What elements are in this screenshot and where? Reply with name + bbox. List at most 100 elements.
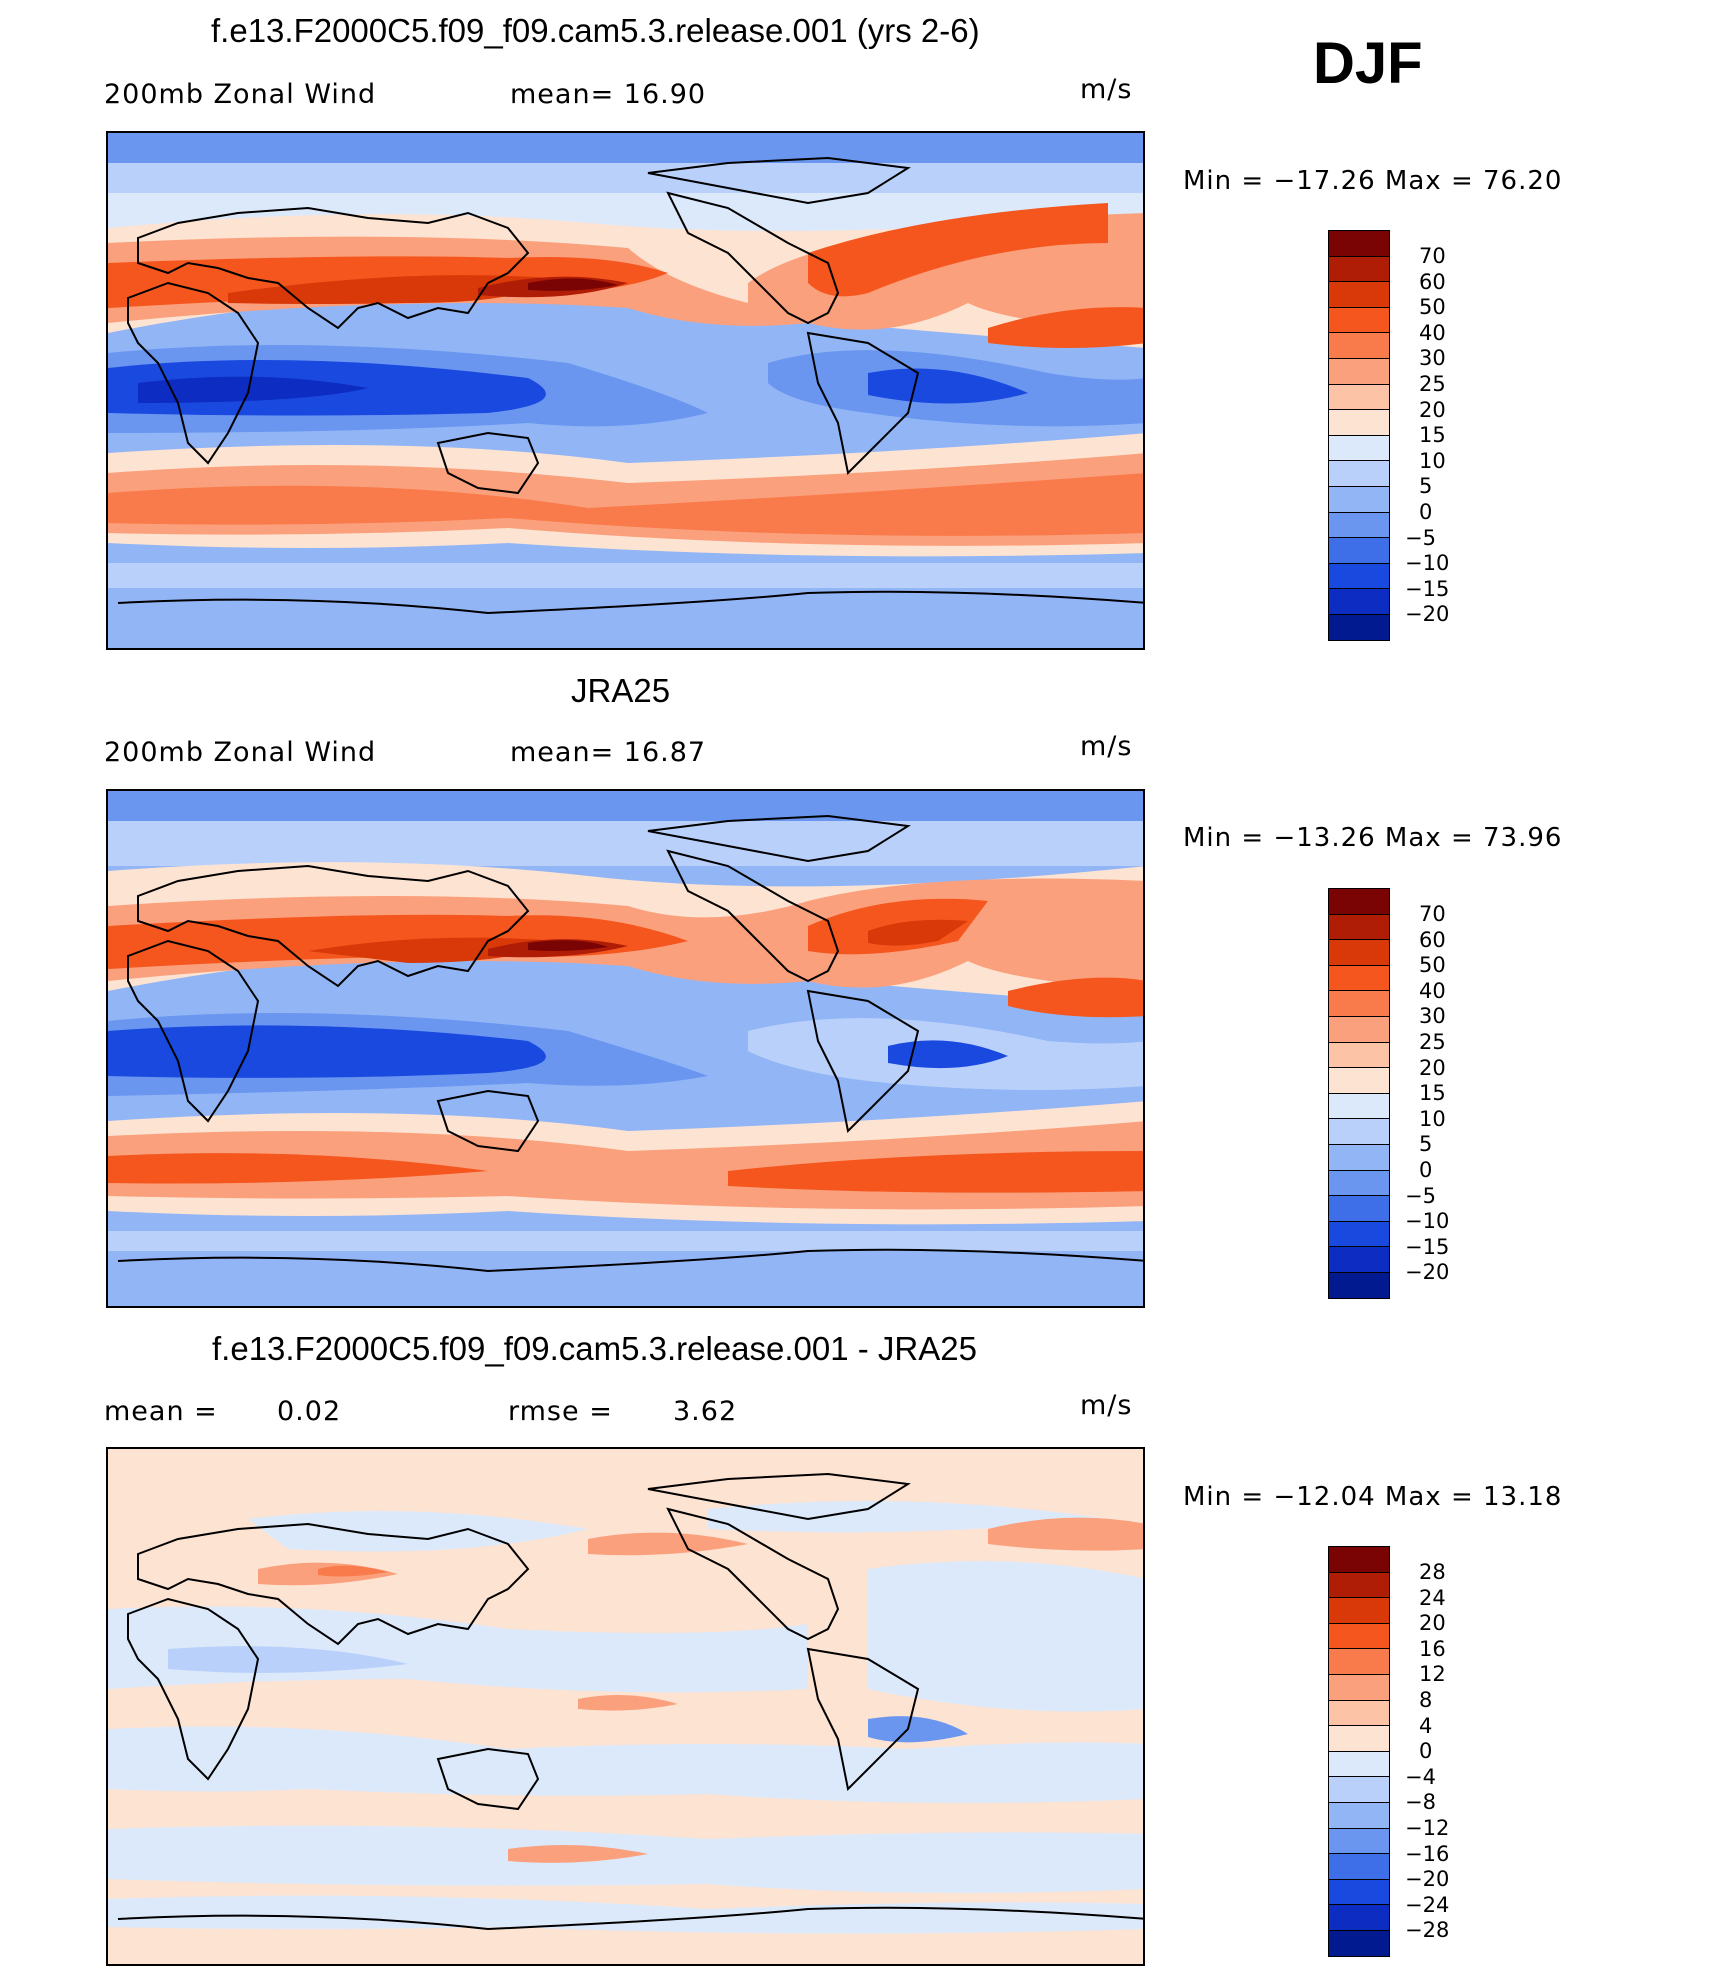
- colorbar-swatch: [1328, 255, 1390, 282]
- colorbar-swatch: [1328, 332, 1390, 358]
- colorbar-tick-label: 20: [1419, 1611, 1446, 1636]
- panel1-units: m/s: [1080, 74, 1133, 105]
- colorbar-tick-label: −28: [1405, 1918, 1450, 1943]
- colorbar-swatch: [1328, 1827, 1390, 1854]
- colorbar-swatch: [1328, 1041, 1390, 1068]
- colorbar-swatch: [1328, 1725, 1390, 1751]
- colorbar-tick-label: 20: [1419, 397, 1446, 422]
- colorbar-swatch: [1328, 1143, 1390, 1170]
- colorbar-tick-label: −15: [1405, 1234, 1450, 1259]
- colorbar-tick-label: 24: [1419, 1585, 1446, 1610]
- colorbar-swatch: [1328, 460, 1390, 486]
- colorbar-tick-label: −5: [1405, 525, 1436, 550]
- panel1-colorbar: [1328, 230, 1390, 641]
- panel2-units: m/s: [1080, 731, 1133, 762]
- season-label: DJF: [1313, 31, 1423, 96]
- colorbar-swatch: [1328, 1904, 1390, 1930]
- colorbar-swatch: [1328, 1699, 1390, 1726]
- panel2-variable-label: 200mb Zonal Wind: [104, 737, 377, 768]
- panel3-map: [106, 1447, 1145, 1966]
- panel2-colorbar: [1328, 888, 1390, 1299]
- colorbar-swatch: [1328, 357, 1390, 384]
- colorbar-tick-label: 28: [1419, 1560, 1446, 1584]
- colorbar-tick-label: 0: [1419, 500, 1433, 524]
- colorbar-tick-label: 0: [1419, 1739, 1433, 1764]
- colorbar-tick-label: 25: [1419, 372, 1446, 396]
- colorbar-tick-label: 15: [1419, 1081, 1446, 1106]
- colorbar-swatch: [1328, 1648, 1390, 1674]
- colorbar-tick-label: −16: [1405, 1841, 1450, 1866]
- colorbar-swatch: [1328, 1597, 1390, 1623]
- panel1-title: f.e13.F2000C5.f09_f09.cam5.3.release.001…: [211, 12, 980, 49]
- panel1-variable-label: 200mb Zonal Wind: [104, 79, 377, 110]
- colorbar-tick-label: 12: [1419, 1662, 1446, 1687]
- colorbar-swatch: [1328, 434, 1390, 461]
- panel3-rmse-label: rmse =: [508, 1396, 613, 1427]
- colorbar-tick-label: 8: [1419, 1688, 1433, 1712]
- colorbar-swatch: [1328, 383, 1390, 410]
- colorbar-swatch: [1328, 1878, 1390, 1905]
- colorbar-swatch: [1328, 230, 1390, 256]
- colorbar-swatch: [1328, 1853, 1390, 1879]
- colorbar-swatch: [1328, 511, 1390, 538]
- panel1-map: [106, 131, 1145, 650]
- colorbar-swatch: [1328, 485, 1390, 512]
- colorbar-tick-label: 10: [1419, 1106, 1446, 1131]
- panel3-minmax: Min = −12.04 Max = 13.18: [1183, 1482, 1563, 1512]
- colorbar-tick-label: 5: [1419, 1132, 1433, 1157]
- colorbar-tick-label: −20: [1405, 1260, 1450, 1285]
- panel1-mean-label: mean= 16.90: [510, 79, 707, 110]
- panel1-minmax: Min = −17.26 Max = 76.20: [1183, 166, 1563, 196]
- colorbar-tick-label: −20: [1405, 602, 1450, 627]
- colorbar-tick-label: −12: [1405, 1816, 1450, 1840]
- colorbar-tick-label: 20: [1419, 1055, 1446, 1080]
- colorbar-swatch: [1328, 939, 1390, 965]
- colorbar-tick-label: 5: [1419, 474, 1433, 499]
- panel2-minmax: Min = −13.26 Max = 73.96: [1183, 823, 1563, 853]
- colorbar-tick-label: 30: [1419, 1004, 1446, 1029]
- panel3-units: m/s: [1080, 1390, 1133, 1421]
- colorbar-swatch: [1328, 1801, 1390, 1828]
- panel3-mean-value: 0.02: [277, 1396, 342, 1427]
- colorbar-swatch: [1328, 1929, 1390, 1957]
- colorbar-swatch: [1328, 613, 1390, 641]
- colorbar-tick-label: 10: [1419, 448, 1446, 473]
- colorbar-swatch: [1328, 1195, 1390, 1221]
- colorbar-swatch: [1328, 1673, 1390, 1700]
- colorbar-swatch: [1328, 990, 1390, 1016]
- colorbar-tick-label: 70: [1419, 244, 1446, 268]
- panel3-rmse-value: 3.62: [673, 1396, 738, 1427]
- colorbar-tick-label: 40: [1419, 320, 1446, 345]
- colorbar-swatch: [1328, 1220, 1390, 1247]
- colorbar-tick-label: −24: [1405, 1892, 1450, 1917]
- colorbar-swatch: [1328, 1776, 1390, 1802]
- colorbar-tick-label: 4: [1419, 1713, 1433, 1738]
- colorbar-swatch: [1328, 1015, 1390, 1042]
- colorbar-swatch: [1328, 306, 1390, 333]
- colorbar-tick-label: −15: [1405, 576, 1450, 601]
- colorbar-tick-label: 15: [1419, 423, 1446, 448]
- colorbar-swatch: [1328, 1118, 1390, 1144]
- panel2-map: [106, 789, 1145, 1308]
- panel3-colorbar: [1328, 1546, 1390, 1957]
- colorbar-swatch: [1328, 409, 1390, 435]
- colorbar-tick-label: 40: [1419, 978, 1446, 1003]
- panel2-mean-label: mean= 16.87: [510, 737, 707, 768]
- colorbar-tick-label: −5: [1405, 1183, 1436, 1208]
- colorbar-tick-label: 25: [1419, 1030, 1446, 1054]
- colorbar-tick-label: −8: [1405, 1790, 1436, 1815]
- colorbar-tick-label: 50: [1419, 953, 1446, 978]
- panel3-title: f.e13.F2000C5.f09_f09.cam5.3.release.001…: [212, 1330, 977, 1367]
- colorbar-swatch: [1328, 1092, 1390, 1119]
- colorbar-swatch: [1328, 281, 1390, 307]
- colorbar-tick-label: −4: [1405, 1764, 1436, 1789]
- colorbar-tick-label: 60: [1419, 927, 1446, 952]
- colorbar-swatch: [1328, 1246, 1390, 1272]
- panel2-title: JRA25: [571, 672, 671, 709]
- colorbar-swatch: [1328, 537, 1390, 563]
- panel3-mean-label: mean =: [104, 1396, 218, 1427]
- colorbar-tick-label: 70: [1419, 902, 1446, 926]
- colorbar-tick-label: −20: [1405, 1867, 1450, 1892]
- colorbar-swatch: [1328, 1546, 1390, 1572]
- colorbar-swatch: [1328, 1571, 1390, 1598]
